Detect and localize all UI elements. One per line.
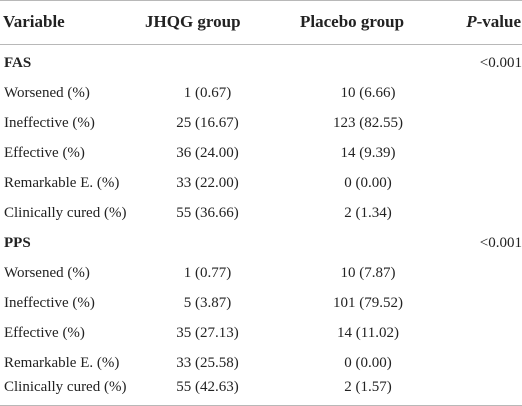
table-row: Effective (%) 35 (27.13) 14 (11.02)	[0, 318, 522, 348]
row-variable: Clinically cured (%)	[4, 379, 127, 395]
table-row: Remarkable E. (%) 33 (22.00) 0 (0.00)	[0, 168, 522, 198]
header-jhqg-group: JHQG group	[145, 12, 241, 31]
row-variable: Ineffective (%)	[4, 295, 95, 311]
row-jhqg-value: 35 (27.13)	[176, 325, 239, 341]
row-variable: Effective (%)	[4, 325, 85, 341]
table-row: Clinically cured (%) 55 (36.66) 2 (1.34)	[0, 198, 522, 228]
row-jhqg-value: 25 (16.67)	[176, 115, 239, 131]
row-jhqg-value: 5 (3.87)	[183, 295, 232, 311]
header-variable: Variable	[3, 12, 65, 31]
header-p-suffix: -value	[476, 12, 521, 31]
table-row: Remarkable E. (%) 33 (25.58) 0 (0.00)	[0, 348, 522, 378]
row-jhqg-value: 33 (22.00)	[176, 175, 239, 191]
section-p-value: <0.001	[479, 55, 522, 71]
section-p-value: <0.001	[479, 235, 522, 251]
header-p-value: P-value	[466, 2, 521, 42]
row-placebo-value: 14 (9.39)	[340, 145, 396, 161]
table-row: Worsened (%) 1 (0.67) 10 (6.66)	[0, 78, 522, 108]
row-placebo-value: 2 (1.34)	[344, 205, 392, 221]
table-row: Ineffective (%) 5 (3.87) 101 (79.52)	[0, 288, 522, 318]
row-placebo-value: 14 (11.02)	[337, 325, 399, 341]
header-p-letter: P	[466, 12, 477, 31]
table-header-rule	[0, 44, 522, 45]
row-placebo-value: 10 (6.66)	[340, 85, 396, 101]
table-row: Ineffective (%) 25 (16.67) 123 (82.55)	[0, 108, 522, 138]
row-placebo-value: 123 (82.55)	[333, 115, 403, 131]
row-placebo-value: 2 (1.57)	[344, 379, 392, 395]
table-row: Worsened (%) 1 (0.77) 10 (7.87)	[0, 258, 522, 288]
table-row: Effective (%) 36 (24.00) 14 (9.39)	[0, 138, 522, 168]
row-jhqg-value: 33 (25.58)	[176, 355, 239, 371]
table-row: Clinically cured (%) 55 (42.63) 2 (1.57)	[0, 372, 522, 402]
section-label: FAS	[4, 55, 32, 71]
row-variable: Ineffective (%)	[4, 115, 95, 131]
row-jhqg-value: 55 (42.63)	[176, 379, 239, 395]
row-jhqg-value: 55 (36.66)	[176, 205, 239, 221]
section-label: PPS	[4, 235, 31, 251]
row-placebo-value: 0 (0.00)	[344, 355, 392, 371]
header-placebo-group: Placebo group	[300, 12, 405, 31]
section-row-fas: FAS <0.001	[0, 48, 522, 78]
row-placebo-value: 10 (7.87)	[340, 265, 396, 281]
row-placebo-value: 0 (0.00)	[344, 175, 392, 191]
row-jhqg-value: 1 (0.67)	[183, 85, 232, 101]
row-variable: Remarkable E. (%)	[4, 355, 120, 371]
table-top-rule	[0, 0, 522, 1]
row-variable: Effective (%)	[4, 145, 85, 161]
row-jhqg-value: 36 (24.00)	[176, 145, 239, 161]
row-variable: Remarkable E. (%)	[4, 175, 120, 191]
row-variable: Worsened (%)	[4, 265, 90, 281]
row-variable: Worsened (%)	[4, 85, 90, 101]
row-jhqg-value: 1 (0.77)	[183, 265, 232, 281]
row-variable: Clinically cured (%)	[4, 205, 127, 221]
row-placebo-value: 101 (79.52)	[333, 295, 403, 311]
section-row-pps: PPS <0.001	[0, 228, 522, 258]
table-header-row: Variable JHQG group Placebo group P-valu…	[0, 2, 522, 32]
